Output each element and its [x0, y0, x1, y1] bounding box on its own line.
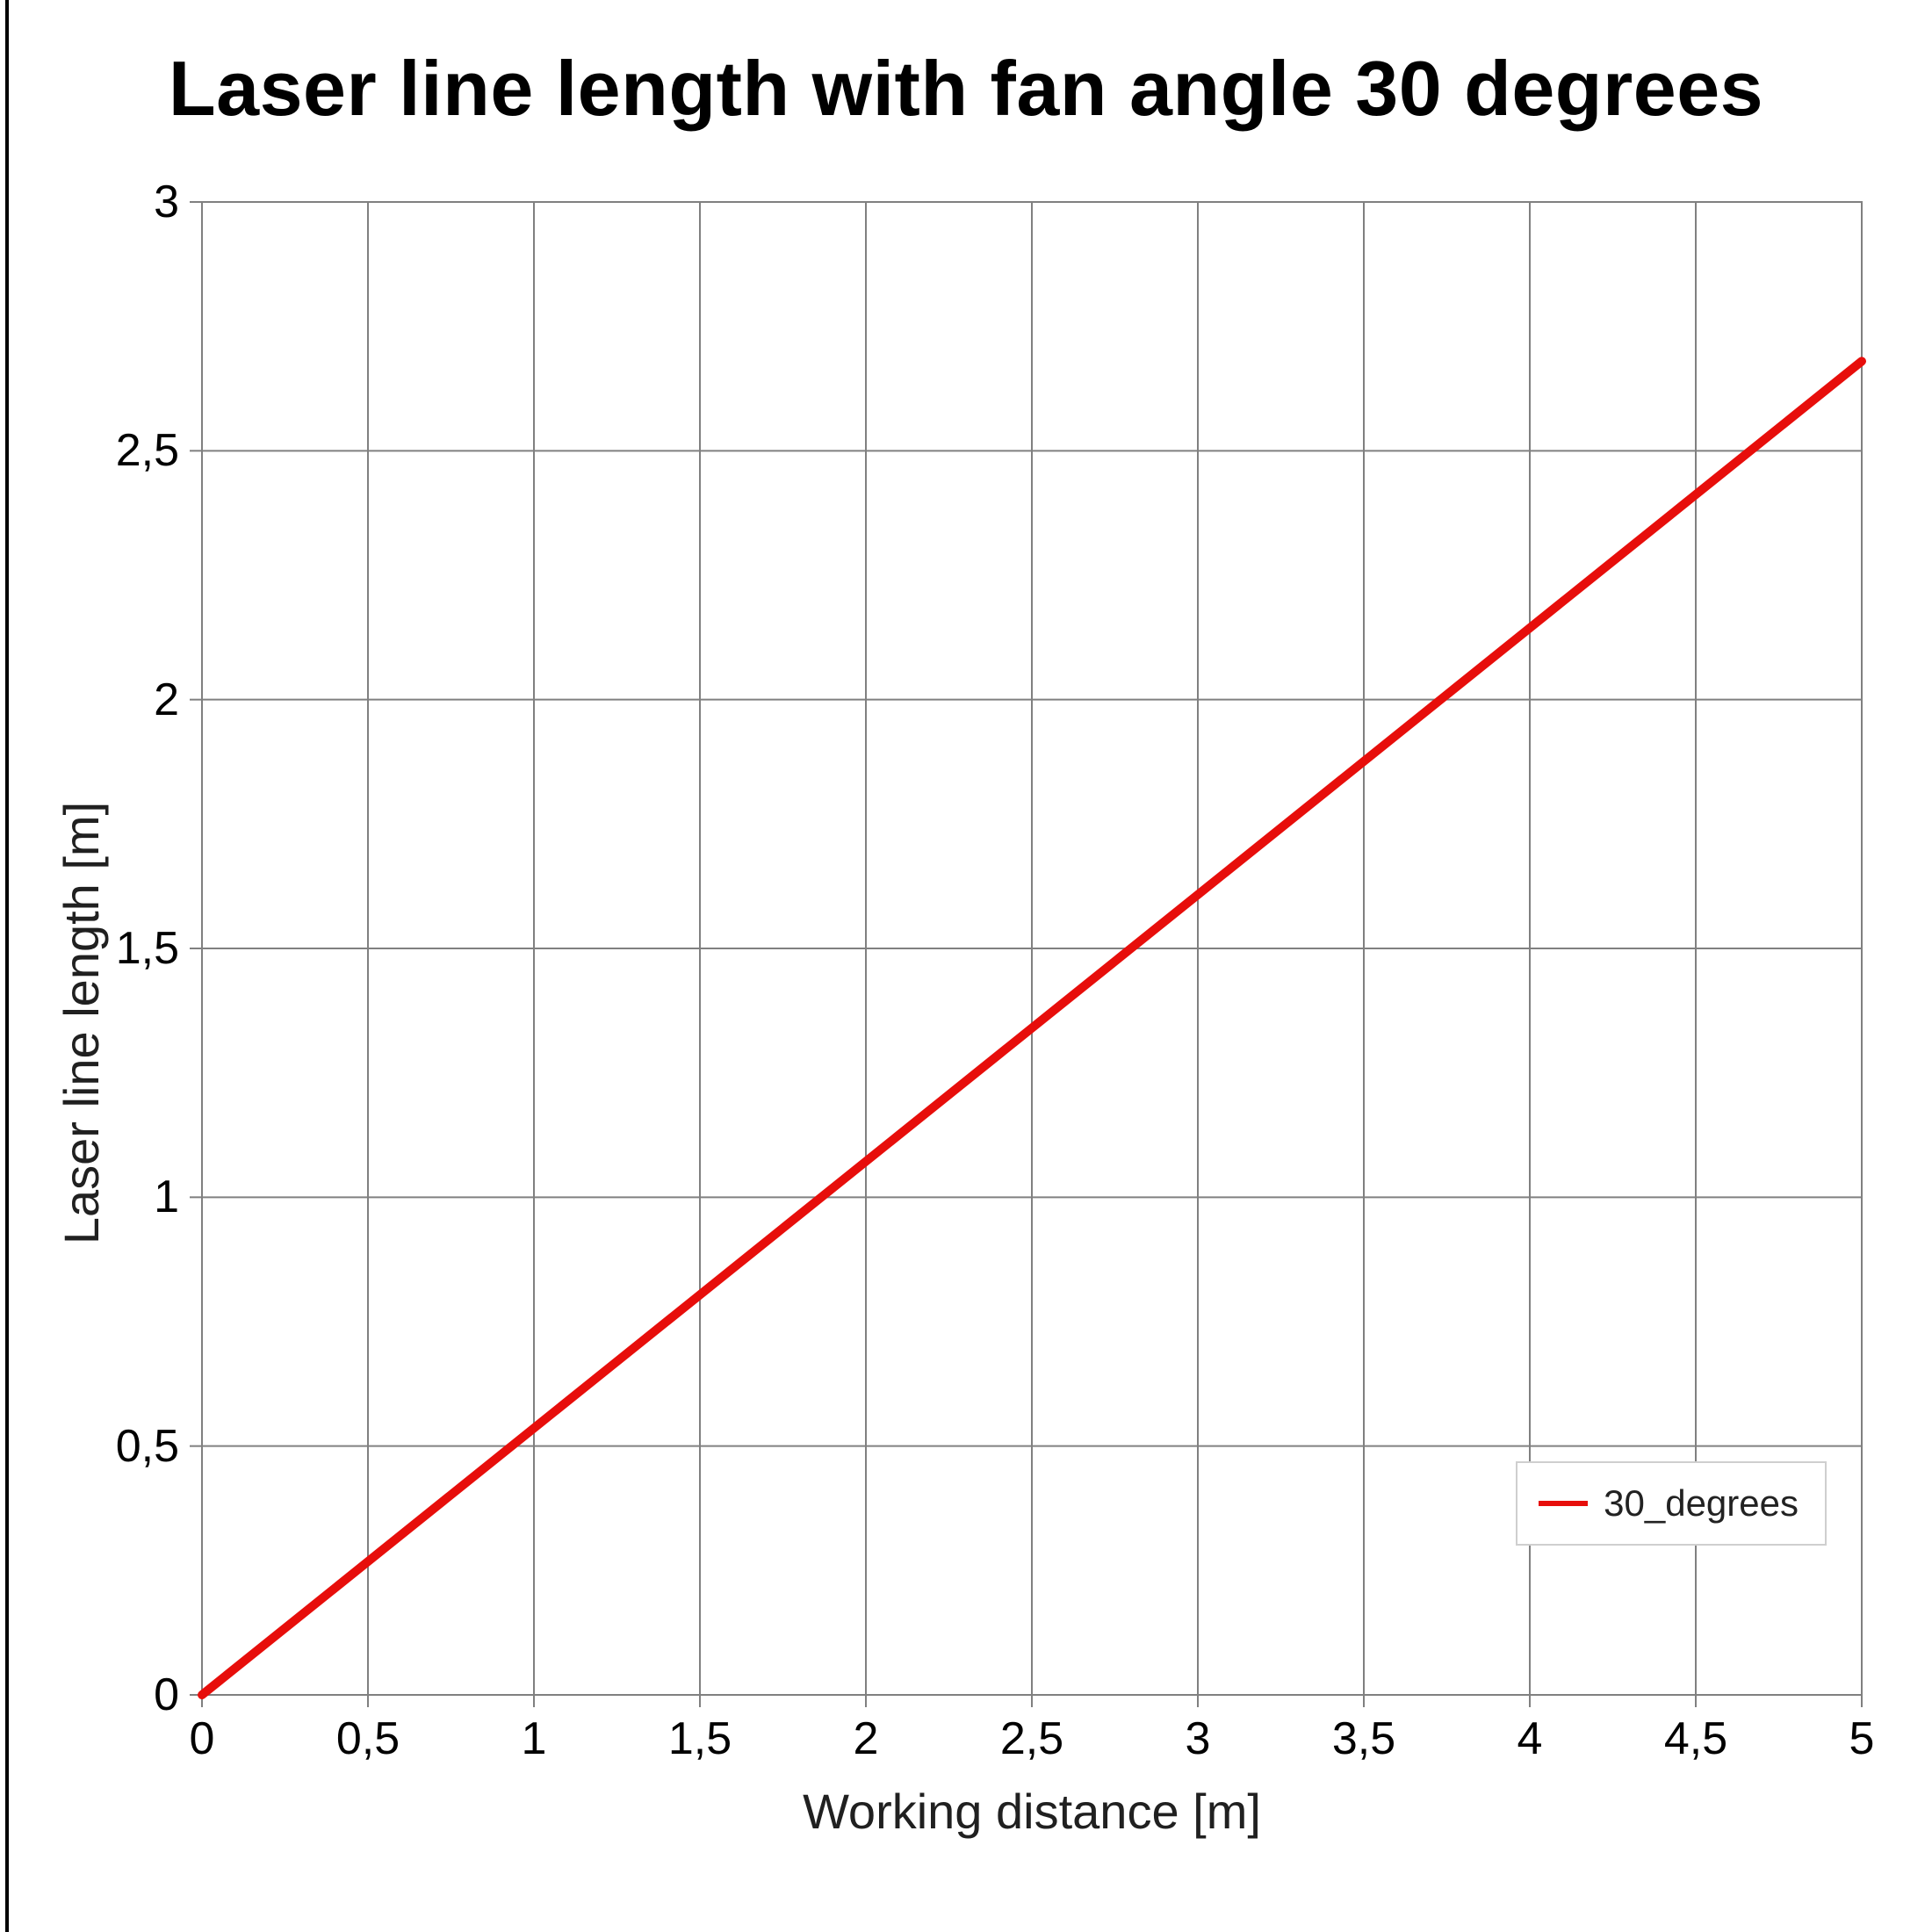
x-tick-label: 0,5 [336, 1712, 400, 1765]
x-axis-label: Working distance [m] [202, 1783, 1862, 1840]
y-tick-label: 0 [56, 1669, 179, 1721]
left-page-rule [5, 0, 9, 1932]
x-tick-label: 1,5 [668, 1712, 732, 1765]
x-tick-label: 3 [1186, 1712, 1211, 1765]
x-tick-label: 0 [190, 1712, 215, 1765]
x-tick-label: 3,5 [1332, 1712, 1395, 1765]
legend: 30_degrees [1516, 1461, 1827, 1546]
page: Laser line length with fan angle 30 degr… [0, 0, 1932, 1932]
legend-label: 30_degrees [1604, 1482, 1799, 1525]
x-tick-label: 1 [522, 1712, 547, 1765]
y-tick-label: 0,5 [56, 1420, 179, 1473]
x-tick-label: 2 [854, 1712, 879, 1765]
x-tick-label: 4 [1517, 1712, 1543, 1765]
y-tick-label: 2 [56, 674, 179, 726]
y-tick-label: 1,5 [56, 922, 179, 975]
x-tick-label: 5 [1849, 1712, 1875, 1765]
x-tick-label: 2,5 [1000, 1712, 1063, 1765]
y-axis-label: Laser line length [m] [53, 277, 105, 1770]
x-tick-label: 4,5 [1664, 1712, 1727, 1765]
legend-swatch [1539, 1501, 1588, 1506]
y-tick-label: 1 [56, 1171, 179, 1223]
y-tick-label: 3 [56, 176, 179, 228]
y-tick-label: 2,5 [56, 424, 179, 477]
chart-title: Laser line length with fan angle 30 degr… [0, 44, 1932, 133]
